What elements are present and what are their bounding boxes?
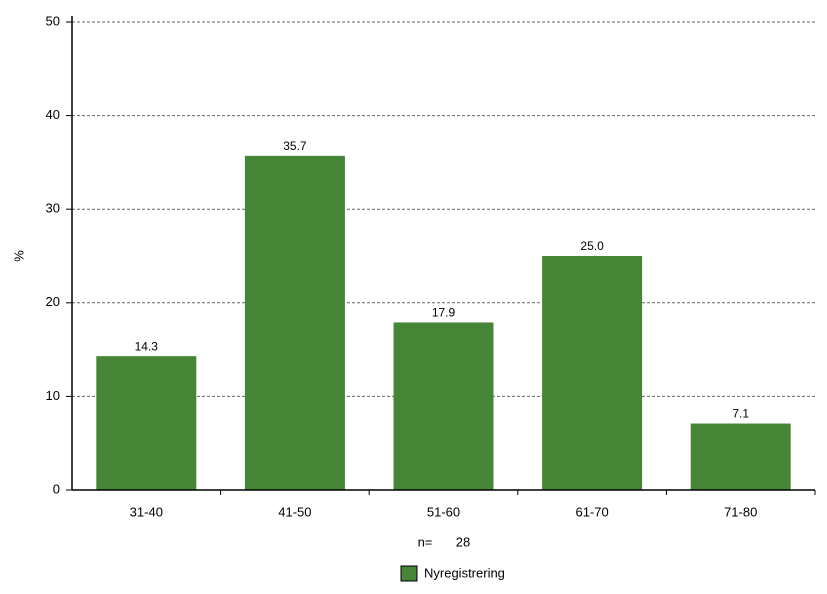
bar	[393, 322, 494, 490]
legend-swatch	[400, 565, 418, 582]
value-label: 35.7	[283, 139, 307, 153]
value-label: 14.3	[135, 339, 159, 353]
n-label: n=	[418, 534, 433, 549]
x-tick-label: 61-70	[575, 504, 608, 519]
y-tick-label: 0	[53, 481, 60, 496]
value-label: 7.1	[732, 407, 749, 421]
y-tick-label: 40	[46, 107, 60, 122]
legend-label: Nyregistrering	[424, 565, 505, 580]
bar	[690, 423, 791, 490]
x-tick-label: 31-40	[130, 504, 163, 519]
y-axis-label: %	[11, 250, 26, 262]
value-label: 25.0	[580, 239, 604, 253]
x-tick-label: 71-80	[724, 504, 757, 519]
y-tick-label: 20	[46, 294, 60, 309]
y-tick-label: 30	[46, 201, 60, 216]
x-tick-label: 41-50	[278, 504, 311, 519]
y-tick-label: 50	[46, 13, 60, 28]
bar	[542, 256, 643, 490]
bar	[244, 155, 345, 490]
bar	[96, 356, 197, 490]
y-tick-label: 10	[46, 388, 60, 403]
n-value: 28	[456, 534, 470, 549]
value-label: 17.9	[432, 306, 456, 320]
x-tick-label: 51-60	[427, 504, 460, 519]
